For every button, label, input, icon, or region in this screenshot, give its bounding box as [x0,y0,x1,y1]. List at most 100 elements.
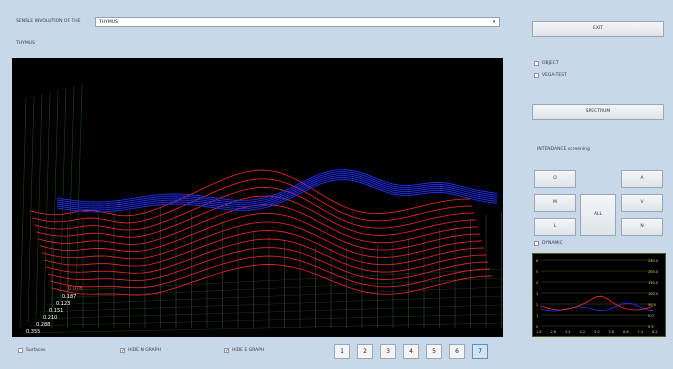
page-button-4[interactable]: 4 [403,344,419,359]
red-series-line [39,212,481,253]
page-button-2[interactable]: 2 [357,344,373,359]
dynamic-checkbox[interactable] [534,241,539,246]
mini-y-tick-right: 150.0 [648,281,658,285]
hide-e-graph-checkbox[interactable]: ✓ [224,348,230,354]
mini-x-tick: 4.2 [580,330,586,334]
grid-line [45,286,504,306]
mini-x-tick: 5.8 [609,330,615,334]
dynamic-label: DYNAMIC [542,241,563,246]
grid-line [35,93,43,319]
grid-line [59,87,67,304]
mini-y-tick-left: 0 [536,325,538,329]
grid-line [43,91,51,314]
mini-y-tick-right: 0.0 [648,314,654,318]
blue-series-line [56,177,498,211]
grid-line [39,295,504,313]
mini-y-tick-right: 240.0 [648,259,658,263]
mini-y-tick-left: 4 [536,281,539,285]
hide-n-graph-checkbox[interactable]: ✓ [120,348,126,354]
organ-select-value: THYMUS [99,19,118,25]
organ-select[interactable]: THYMUS ▾ [95,17,500,27]
mini-blue-series-line [540,302,654,312]
mini-x-tick: 7.4 [638,330,644,334]
mini-x-tick: 5.0 [594,330,600,334]
header-label: SENSLE INVOLUTION OF THE [16,19,81,24]
l-button-label: L [553,224,557,229]
red-series-line [33,186,475,231]
red-series-line [41,221,483,260]
main-graph[interactable] [12,58,504,337]
page-button-6[interactable]: 6 [449,344,465,359]
mini-y-tick-left: 6 [536,259,538,263]
all-button-label: ALL [593,212,603,217]
m-button-label: M [553,200,557,205]
n-button[interactable]: N [621,218,663,236]
grid-line [51,89,59,309]
all-button[interactable]: ALL [580,194,616,236]
mini-x-tick: 1.8 [536,330,542,334]
mini-y-tick-left: 5 [536,270,538,274]
l-button[interactable]: L [534,218,576,236]
grid-line [33,304,504,320]
blue-series-line [56,171,498,205]
grid-line [27,95,35,324]
hide-e-graph-label: HIDE E GRAPH [232,348,265,353]
object-checkbox[interactable] [534,61,539,66]
graph-subtitle: THYMUS [16,41,35,46]
page-button-3[interactable]: 3 [380,344,396,359]
grid-line [21,322,504,334]
page-button-5[interactable]: 5 [426,344,442,359]
mini-graph-canvas: 6 240.0 5 200.0 4 150.0 3 100.0 2 50.0 1 0.0 0 0.5 1.8… [536,259,658,334]
grid-line [67,85,75,299]
a-button-label: A [640,176,644,181]
mini-y-tick-right: 100.0 [648,292,658,296]
red-series-line [35,195,477,238]
exit-button[interactable]: EXIT [532,21,664,37]
spectrum-button[interactable]: SPECTRUM [532,104,664,120]
mini-y-tick-right: 200.0 [648,270,658,274]
mini-y-tick-right: 50.0 [648,303,656,307]
mini-y-tick-left: 2 [536,303,538,307]
red-series-line [45,238,487,274]
exit-button-label: EXIT [592,26,603,31]
blue-series-line [56,175,498,209]
red-series-line [43,230,485,267]
o-button-label: O [553,176,557,181]
main-graph-canvas [19,83,504,334]
mini-x-tick: 2.6 [551,330,557,334]
o-button[interactable]: O [534,170,576,188]
v-button[interactable]: V [621,194,663,212]
grid-line [75,83,83,294]
m-button[interactable]: M [534,194,576,212]
mini-y-tick-left: 3 [536,292,538,296]
a-button[interactable]: A [621,170,663,188]
vega-test-label: VEGA-TEST [542,73,567,78]
mini-y-tick-left: 1 [536,314,538,318]
mini-x-tick: 8.2 [652,330,658,334]
red-series-line [49,255,491,289]
red-series-line [47,247,489,282]
vega-test-checkbox[interactable] [534,73,539,78]
surfaces-checkbox[interactable] [18,348,23,353]
blue-series-line [56,179,498,213]
mini-y-tick-right: 0.5 [648,325,654,329]
mini-graph: 6 240.0 5 200.0 4 150.0 3 100.0 2 50.0 1 0.0 0 0.5 1.8… [532,253,666,337]
page-button-7[interactable]: 7 [472,344,488,359]
v-button-label: V [640,200,644,205]
mini-x-tick: 3.4 [565,330,571,334]
blue-series-line [56,169,498,203]
red-series-line [29,169,471,217]
mini-red-series-line [540,295,654,311]
intendance-label: INTENDANCE screening [537,147,590,152]
object-label: OBJECT [542,61,559,66]
red-series-line [51,264,493,296]
spectrum-button-label: SPECTRUM [585,109,611,114]
blue-series-line [56,173,498,207]
red-series-line [31,178,473,224]
grid-line [19,97,27,329]
n-button-label: N [640,224,644,229]
chevron-down-icon[interactable]: ▾ [492,19,496,25]
hide-n-graph-label: HIDE N GRAPH [128,348,161,353]
page-button-1[interactable]: 1 [334,344,350,359]
grid-line [27,313,504,327]
